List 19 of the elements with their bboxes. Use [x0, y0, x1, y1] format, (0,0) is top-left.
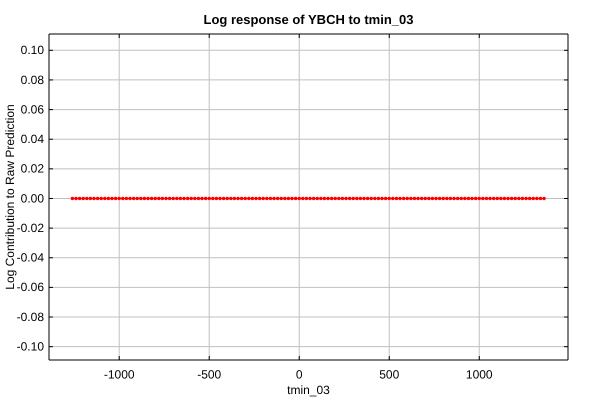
x-tick-label: 500 [379, 368, 400, 382]
y-tick-label: -0.02 [16, 220, 44, 235]
y-tick-label: 0.06 [20, 102, 44, 116]
x-tick-label: -500 [197, 368, 222, 382]
x-axis-title: tmin_03 [287, 383, 330, 397]
y-tick-label: 0.00 [20, 191, 44, 206]
x-tick-label: -1000 [104, 368, 135, 382]
chart-title: Log response of YBCH to tmin_03 [204, 12, 414, 27]
y-tick-label: -0.10 [16, 340, 44, 354]
x-tick-label: 1000 [466, 368, 493, 382]
y-axis-title: Log Contribution to Raw Prediction [3, 104, 17, 290]
y-tick-label: -0.08 [16, 310, 44, 324]
y-tick-label: 0.02 [20, 162, 44, 176]
x-tick-label: 0 [296, 368, 303, 382]
y-tick-label: 0.04 [20, 132, 44, 146]
y-tick-label: 0.08 [20, 72, 44, 87]
y-tick-label: 0.10 [20, 43, 44, 58]
y-tick-label: -0.04 [16, 250, 44, 265]
y-tick-label: -0.06 [16, 280, 44, 294]
